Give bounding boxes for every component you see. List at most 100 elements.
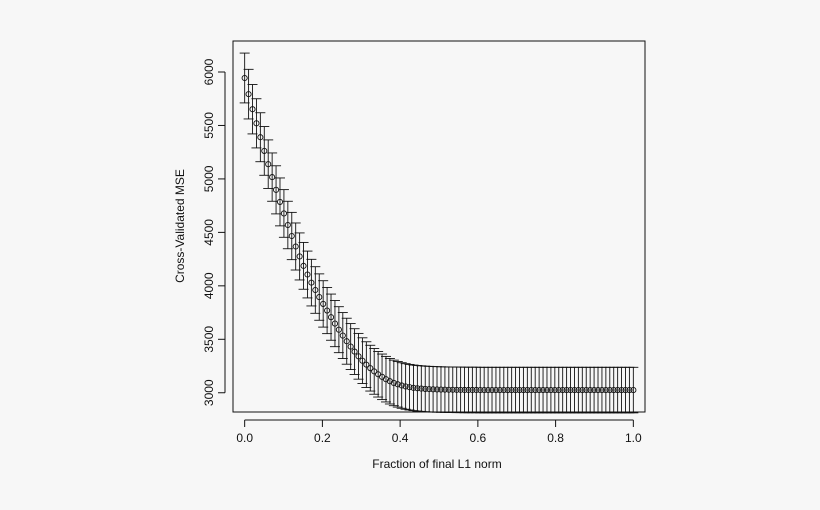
data-point — [457, 386, 464, 393]
data-point — [563, 387, 570, 394]
data-point — [520, 387, 527, 394]
data-point — [571, 387, 578, 394]
data-points — [241, 74, 637, 394]
y-tick-label: 4500 — [202, 219, 216, 246]
data-point — [453, 386, 460, 393]
data-point — [532, 387, 539, 394]
data-point — [343, 338, 350, 345]
data-point — [461, 386, 468, 394]
data-point — [551, 387, 558, 394]
y-axis-label: Cross-Validated MSE — [173, 169, 187, 283]
x-tick-label: 0.2 — [314, 431, 331, 445]
y-tick-label: 5000 — [202, 165, 216, 192]
data-point — [547, 387, 554, 394]
data-point — [559, 387, 566, 394]
data-point — [492, 387, 499, 394]
y-tick-label: 3500 — [202, 326, 216, 353]
data-point — [257, 134, 264, 141]
data-point — [500, 387, 507, 394]
data-point — [473, 386, 480, 394]
data-point — [433, 386, 441, 393]
data-point — [575, 387, 582, 394]
data-point — [477, 387, 484, 394]
data-point — [626, 387, 633, 394]
data-point — [614, 387, 621, 394]
data-point — [249, 106, 256, 113]
data-point — [288, 232, 295, 240]
data-point — [587, 387, 594, 394]
data-point — [261, 147, 268, 154]
data-point — [292, 243, 299, 250]
data-point — [583, 387, 590, 394]
x-axis: 0.0 0.2 0.4 0.6 0.8 1.0 — [236, 419, 642, 445]
data-point — [386, 378, 393, 385]
data-point — [245, 91, 252, 98]
data-point — [555, 387, 562, 394]
data-point — [437, 386, 445, 393]
x-axis-label: Fraction of final L1 norm — [372, 457, 501, 471]
x-tick-label: 0.4 — [392, 431, 409, 445]
data-point — [265, 161, 272, 168]
data-point — [347, 343, 354, 350]
data-point — [579, 387, 586, 394]
data-point — [394, 381, 401, 388]
data-point — [606, 387, 613, 394]
data-point — [496, 387, 503, 394]
data-point — [618, 387, 625, 394]
data-point — [594, 387, 602, 394]
data-point — [430, 386, 437, 393]
y-tick-label: 5500 — [202, 112, 216, 139]
data-point — [312, 286, 319, 294]
data-point — [351, 348, 358, 355]
data-point — [543, 387, 551, 394]
data-point — [481, 387, 488, 394]
y-tick-label: 3000 — [202, 379, 216, 406]
data-point — [504, 387, 511, 394]
data-point — [598, 387, 605, 394]
error-bars — [239, 52, 639, 414]
data-point — [536, 387, 543, 394]
data-point — [449, 386, 456, 393]
data-point — [418, 385, 425, 392]
data-point — [524, 387, 531, 394]
data-point — [367, 365, 374, 372]
data-point — [371, 368, 378, 375]
data-point — [610, 387, 617, 394]
x-tick-label: 1.0 — [625, 431, 642, 445]
data-point — [508, 387, 515, 394]
data-point — [512, 387, 519, 394]
x-tick-label: 0.0 — [236, 431, 253, 445]
data-point — [241, 74, 248, 82]
data-point — [469, 386, 476, 394]
data-point — [304, 271, 311, 278]
data-point — [630, 387, 637, 394]
data-point — [363, 361, 370, 368]
data-point — [410, 384, 417, 391]
data-point — [269, 174, 276, 181]
data-point — [445, 386, 452, 393]
data-point — [331, 320, 339, 327]
data-point — [316, 294, 323, 301]
x-tick-label: 0.8 — [547, 431, 564, 445]
data-point — [402, 383, 409, 390]
data-point — [320, 300, 327, 307]
data-point — [308, 279, 315, 286]
data-point — [602, 387, 609, 394]
data-point — [327, 314, 335, 321]
data-point — [335, 326, 342, 333]
data-point — [465, 386, 472, 394]
data-point — [485, 387, 492, 394]
data-point — [414, 385, 421, 392]
y-tick-label: 6000 — [202, 58, 216, 85]
data-point — [591, 387, 598, 394]
data-point — [426, 386, 433, 393]
data-point — [355, 353, 362, 360]
data-point — [276, 198, 284, 205]
data-point — [567, 387, 574, 394]
data-point — [516, 387, 523, 394]
data-point — [359, 357, 366, 364]
data-point — [441, 386, 448, 393]
y-tick-label: 4000 — [202, 272, 216, 299]
data-point — [398, 382, 405, 389]
data-point — [422, 385, 429, 392]
